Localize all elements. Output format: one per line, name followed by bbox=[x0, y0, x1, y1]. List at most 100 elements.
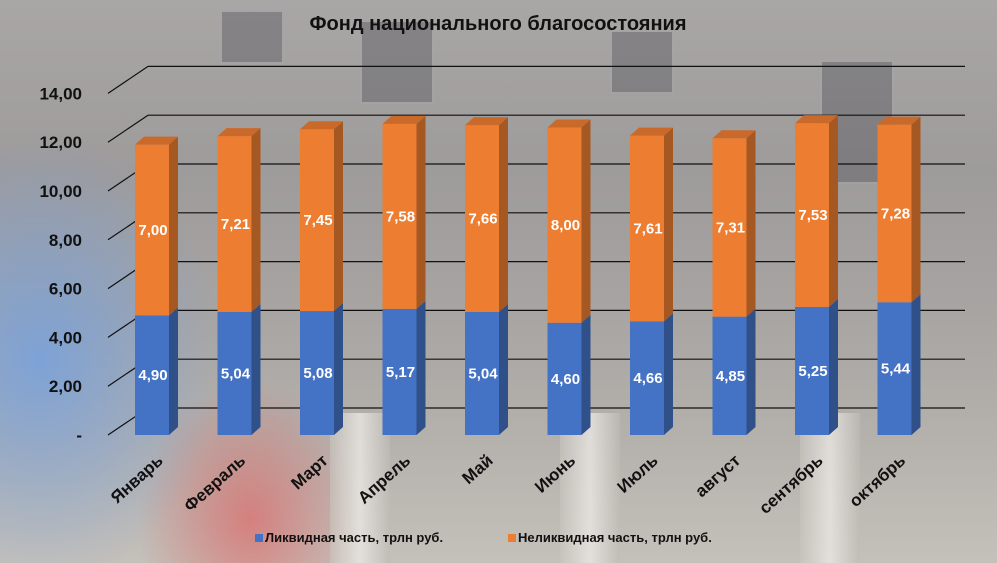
bar-front bbox=[465, 312, 499, 435]
bar-side bbox=[169, 307, 178, 435]
legend-swatch bbox=[508, 534, 516, 542]
background-window bbox=[220, 10, 284, 64]
bar-segment-liquid: 5,44 bbox=[877, 294, 921, 435]
data-label: 7,61 bbox=[633, 220, 662, 237]
bar-segment-illiquid: 7,45 bbox=[300, 121, 343, 312]
bar-top bbox=[877, 116, 921, 125]
bar-segment-illiquid: 7,31 bbox=[712, 130, 756, 317]
bar-top bbox=[217, 128, 261, 137]
data-label: 7,66 bbox=[468, 211, 497, 228]
bar-segment-illiquid: 7,21 bbox=[217, 128, 261, 313]
bar-segment-liquid: 5,17 bbox=[382, 300, 426, 435]
bar-front bbox=[547, 322, 582, 435]
data-label: 4,90 bbox=[138, 367, 167, 384]
y-tick-label: 14,00 bbox=[39, 84, 82, 103]
bar-top bbox=[300, 121, 343, 130]
x-axis: Январь Февраль Март Апрель Май Июнь Июль август… bbox=[107, 451, 909, 518]
bar-side bbox=[746, 308, 756, 435]
data-label: 5,04 bbox=[221, 366, 251, 383]
bar-side bbox=[416, 115, 426, 309]
bar-top bbox=[135, 136, 178, 145]
bar-segment-liquid: 5,04 bbox=[465, 304, 508, 435]
legend-label: Ликвидная часть, трлн руб. bbox=[265, 530, 443, 545]
bar-side bbox=[334, 121, 343, 312]
y-tick-label: 12,00 bbox=[39, 133, 82, 152]
legend-item: Неликвидная часть, трлн руб. bbox=[508, 530, 712, 545]
x-tick-label: Июнь bbox=[531, 451, 579, 497]
data-label: 8,00 bbox=[551, 217, 580, 234]
bar-segment-illiquid: 7,61 bbox=[630, 127, 673, 322]
x-tick-label: Май bbox=[458, 451, 496, 488]
bar-side bbox=[581, 119, 591, 323]
bar-front bbox=[630, 321, 664, 435]
data-label: 5,25 bbox=[798, 363, 827, 380]
data-label: 7,31 bbox=[716, 219, 745, 236]
bar-side bbox=[911, 116, 921, 303]
background-column bbox=[330, 413, 390, 563]
legend-swatch bbox=[255, 534, 263, 542]
bar-segment-liquid: 4,66 bbox=[630, 313, 673, 435]
data-label: 7,28 bbox=[881, 205, 910, 222]
bar-side bbox=[251, 128, 261, 313]
bar-top bbox=[712, 130, 756, 139]
bar-segment-illiquid: 8,00 bbox=[547, 119, 591, 323]
x-tick-label: август bbox=[691, 451, 744, 501]
bar-top bbox=[547, 119, 591, 128]
background-column bbox=[560, 413, 620, 563]
bar-side bbox=[664, 127, 673, 322]
bar-segment-liquid: 5,25 bbox=[795, 298, 838, 435]
bar-side bbox=[746, 130, 756, 317]
background-window bbox=[610, 30, 674, 94]
bar-front bbox=[877, 302, 912, 435]
bar-segment-illiquid: 7,00 bbox=[135, 136, 178, 316]
y-axis: - 2,00 4,00 6,00 8,00 10,00 12,00 14,00 bbox=[39, 84, 82, 445]
data-label: 4,85 bbox=[716, 368, 745, 385]
bar-front bbox=[877, 124, 912, 303]
bar-front bbox=[382, 308, 417, 435]
bar-front bbox=[217, 312, 252, 435]
background-window bbox=[360, 20, 434, 104]
bar-front bbox=[382, 123, 417, 309]
bar-side bbox=[829, 298, 838, 435]
bar-segment-illiquid: 7,53 bbox=[795, 115, 838, 307]
data-label: 7,00 bbox=[138, 222, 167, 239]
chart-title: Фонд национального благосостояния bbox=[309, 13, 686, 35]
y-tick-label: 6,00 bbox=[49, 280, 82, 299]
bar-side bbox=[169, 136, 178, 316]
bars: 4,90 7,00 5,04 7,21 5,08 7,45 5,17 7,58 5,04 7,66… bbox=[135, 115, 921, 435]
x-tick-label: Апрель bbox=[354, 451, 414, 508]
legend-label: Неликвидная часть, трлн руб. bbox=[518, 530, 712, 545]
background-column bbox=[800, 413, 860, 563]
bar-front bbox=[217, 136, 252, 313]
data-label: 7,45 bbox=[303, 212, 332, 229]
bar-segment-liquid: 4,85 bbox=[712, 308, 756, 435]
bar-top bbox=[795, 115, 838, 124]
bar-side bbox=[499, 304, 508, 435]
data-label: 5,44 bbox=[881, 361, 911, 378]
bar-top bbox=[465, 117, 508, 126]
bar-front bbox=[547, 127, 582, 323]
data-label: 5,04 bbox=[468, 366, 498, 383]
grid-line-depth bbox=[107, 65, 149, 94]
data-label: 5,08 bbox=[303, 365, 332, 382]
grid-line-depth bbox=[107, 114, 149, 143]
data-label: 4,60 bbox=[551, 371, 580, 388]
y-tick-label: 2,00 bbox=[49, 377, 82, 396]
bar-segment-liquid: 5,04 bbox=[217, 304, 261, 435]
bar-top bbox=[630, 127, 673, 136]
legend: Ликвидная часть, трлн руб. Неликвидная ча… bbox=[255, 530, 712, 545]
y-tick-label: 4,00 bbox=[49, 328, 82, 347]
bar-segment-liquid: 4,90 bbox=[135, 307, 178, 435]
bar-side bbox=[416, 300, 426, 435]
x-tick-label: Февраль bbox=[180, 451, 249, 516]
y-tick-label: 10,00 bbox=[39, 182, 82, 201]
bar-front bbox=[795, 123, 829, 307]
data-label: 7,53 bbox=[798, 207, 827, 224]
x-tick-label: октябрь bbox=[846, 451, 910, 511]
bar-side bbox=[251, 304, 261, 435]
bar-side bbox=[581, 314, 591, 435]
bar-front bbox=[135, 144, 169, 316]
data-label: 7,58 bbox=[386, 208, 415, 225]
bar-front bbox=[300, 129, 334, 312]
